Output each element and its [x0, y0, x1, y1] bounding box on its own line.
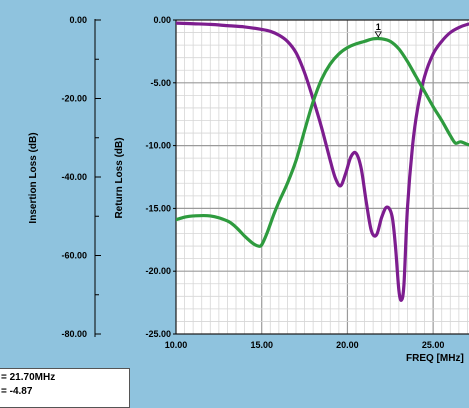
insertion-loss-tick-label: -60.00 — [61, 251, 87, 261]
freq-tick-label: 25.00 — [422, 340, 445, 350]
marker-layer: 1 — [374, 22, 382, 38]
left-axis-label: Insertion Loss (dB) — [28, 132, 39, 223]
plot-frame — [175, 19, 469, 335]
series-line-2 — [176, 36, 469, 248]
marker-readout-box: = 21.70MHz = -4.87 — [0, 368, 130, 408]
insertion-loss-tick-label: -20.00 — [61, 94, 87, 104]
freq-axis-label: FREQ [MHz] — [406, 353, 464, 364]
return-loss-axis-label: Return Loss (dB) — [114, 137, 125, 218]
return-loss-axis-ticks: 0.00 -5.00 -10.00 -15.00 -20.00 -25.00 — [145, 15, 176, 339]
marker-triangle — [374, 31, 382, 38]
insertion-loss-tick-label: 0.00 — [69, 15, 87, 25]
left-axis-ticks: 0.00 -20.00 -40.00 -60.00 -80.00 — [61, 15, 101, 339]
marker-label: 1 — [376, 22, 381, 32]
insertion-loss-tick-label: -80.00 — [61, 329, 87, 339]
return-loss-tick-label: -5.00 — [150, 78, 171, 88]
freq-tick-label: 15.00 — [250, 340, 273, 350]
freq-tick-label: 10.00 — [165, 340, 188, 350]
left-axis: 0.00 -20.00 -40.00 -60.00 -80.00 Insertion L… — [28, 15, 101, 339]
marker-readout-freq: = 21.70MHz — [1, 372, 56, 383]
marker-readout-value: = -4.87 — [1, 386, 33, 397]
plot-area: 1 — [175, 19, 469, 335]
freq-axis-ticks: 10.00 15.00 20.00 25.00 — [165, 340, 445, 350]
return-loss-tick-label: -20.00 — [145, 266, 171, 276]
insertion-loss-tick-label: -40.00 — [61, 172, 87, 182]
series-line-1 — [176, 21, 469, 302]
return-loss-tick-label: -10.00 — [145, 141, 171, 151]
freq-tick-label: 20.00 — [336, 340, 359, 350]
plot-background — [176, 20, 469, 334]
series-layer — [176, 21, 469, 302]
return-loss-tick-label: 0.00 — [153, 15, 171, 25]
return-loss-tick-label: -15.00 — [145, 203, 171, 213]
return-loss-tick-label: -25.00 — [145, 329, 171, 339]
